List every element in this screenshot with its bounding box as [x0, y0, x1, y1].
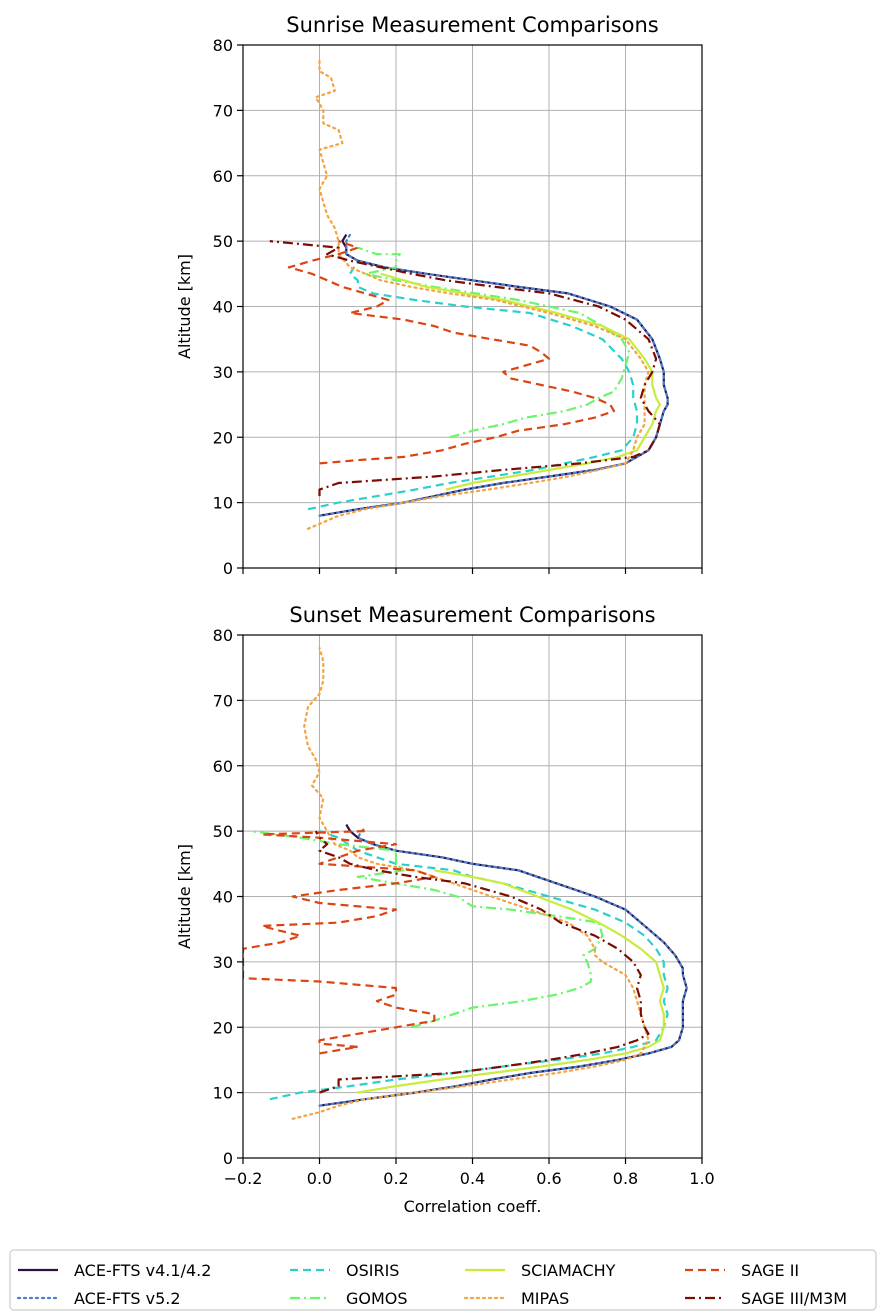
legend-entry-gomos: GOMOS	[290, 1289, 408, 1308]
legend-entry-osiris: OSIRIS	[290, 1261, 399, 1280]
series-line-sciamachy	[357, 869, 665, 1094]
legend-entry-sage-iii-m3m: SAGE III/M3M	[685, 1289, 847, 1308]
legend-label: GOMOS	[346, 1289, 408, 1308]
legend-entry-sciamachy: SCIAMACHY	[465, 1261, 616, 1280]
legend-label: SAGE II	[741, 1261, 799, 1280]
y-tick-label: 40	[213, 298, 233, 317]
legend-label: ACE-FTS v4.1/4.2	[74, 1261, 211, 1280]
legend-label: ACE-FTS v5.2	[74, 1289, 181, 1308]
series-line-sciamachy	[380, 272, 661, 491]
series-group	[243, 647, 688, 1120]
y-tick-label: 60	[213, 757, 233, 776]
y-axis-label: Altitude [km]	[175, 254, 194, 359]
y-tick-label: 70	[213, 101, 233, 120]
y-tick-label: 50	[213, 822, 233, 841]
series-line-sage-iii-m3m	[269, 240, 661, 497]
y-tick-label: 10	[213, 1084, 233, 1103]
series-line-osiris	[269, 830, 669, 1101]
y-tick-label: 10	[213, 494, 233, 513]
y-tick-label: 20	[213, 1018, 233, 1037]
y-tick-label: 30	[213, 953, 233, 972]
y-tick-label: 0	[223, 1149, 233, 1168]
series-line-mipas	[306, 57, 650, 530]
y-tick-label: 20	[213, 428, 233, 447]
legend: ACE-FTS v4.1/4.2 ACE-FTS v5.2 OSIRIS GOMOS S…	[9, 1249, 877, 1311]
legend-label: SCIAMACHY	[521, 1261, 616, 1280]
series-group	[269, 57, 669, 530]
series-line-gomos	[250, 830, 604, 1029]
x-axis-label: Correlation coeff.	[404, 1197, 542, 1216]
y-axis-label: Altitude [km]	[175, 844, 194, 949]
series-line-gomos	[357, 246, 631, 439]
series-line-ace-fts-v5-2	[318, 826, 688, 1107]
legend-label: SAGE III/M3M	[741, 1289, 847, 1308]
x-tick-label: 0.0	[307, 1169, 332, 1188]
y-tick-label: 60	[213, 167, 233, 186]
y-tick-label: 30	[213, 363, 233, 382]
x-tick-label: 0.4	[460, 1169, 485, 1188]
x-tick-label: 1.0	[689, 1169, 714, 1188]
y-tick-label: 40	[213, 888, 233, 907]
series-line-mipas	[291, 647, 650, 1120]
chart-title: Sunset Measurement Comparisons	[289, 603, 655, 627]
series-line-ace-fts-v4-1-4-2	[319, 234, 669, 517]
series-line-sage-ii	[287, 240, 616, 465]
legend-entry-sage-ii: SAGE II	[685, 1261, 799, 1280]
series-line-sage-iii-m3m	[314, 830, 650, 1094]
series-line-sage-ii	[243, 830, 436, 1055]
y-tick-label: 0	[223, 559, 233, 578]
x-tick-label: 0.2	[383, 1169, 408, 1188]
series-line-osiris	[307, 260, 639, 511]
legend-entry-mipas: MIPAS	[463, 1289, 569, 1308]
legend-entry-ace-fts-v4-1-4-2: ACE-FTS v4.1/4.2	[18, 1261, 211, 1280]
y-tick-label: 70	[213, 691, 233, 710]
legend-label: MIPAS	[521, 1289, 569, 1308]
y-tick-label: 50	[213, 232, 233, 251]
x-tick-label: 0.8	[613, 1169, 638, 1188]
x-tick-label: 0.6	[536, 1169, 561, 1188]
legend-entry-ace-fts-v5-2: ACE-FTS v5.2	[16, 1289, 181, 1308]
legend-box	[9, 1249, 877, 1311]
chart-panel-1: 0 10 20 30 40 50 60 70 80 Sunrise Measurement Com…	[175, 13, 703, 578]
legend-label: OSIRIS	[346, 1261, 399, 1280]
chart-panel-2: −0.2 0.0 0.2 0.4 0.6 0.8 1.0 0 10 20 30 40 50 60 70 80 S…	[175, 603, 715, 1216]
y-tick-label: 80	[213, 626, 233, 645]
chart-title: Sunrise Measurement Comparisons	[286, 13, 658, 37]
y-tick-label: 80	[213, 36, 233, 55]
x-tick-label: −0.2	[224, 1169, 263, 1188]
series-line-ace-fts-v5-2	[318, 233, 669, 517]
